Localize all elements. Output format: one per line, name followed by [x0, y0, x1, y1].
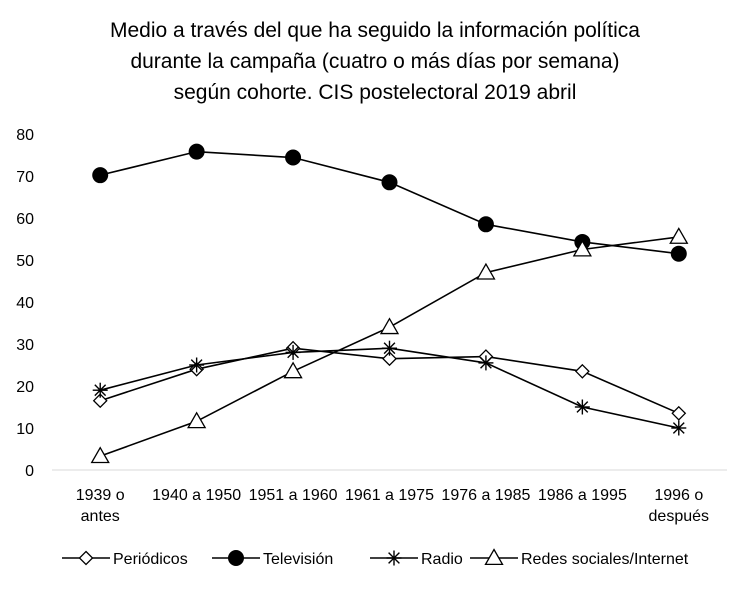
y-tick-label: 60: [16, 211, 34, 228]
x-tick-label: después: [649, 508, 710, 525]
x-tick-label: antes: [81, 508, 120, 525]
y-tick-label: 30: [16, 337, 34, 354]
data-point-redes-sociales-internet: [572, 239, 592, 257]
y-tick-label: 0: [25, 463, 34, 480]
x-tick-label: 1939 o: [76, 487, 125, 504]
data-point-redes-sociales-internet: [669, 227, 689, 244]
data-point-redes-sociales-internet: [379, 317, 400, 335]
legend-marker-periodicos: [78, 550, 94, 566]
data-point-radio: [382, 340, 397, 356]
y-tick-label: 70: [16, 169, 34, 186]
chart-title-line-2: durante la campaña (cuatro o más días po…: [130, 50, 619, 73]
x-tick-label: 1940 a 1950: [152, 487, 241, 504]
data-point-redes-sociales-internet: [283, 361, 303, 379]
y-tick-label: 10: [16, 421, 34, 438]
x-tick-label: 1976 a 1985: [441, 487, 530, 504]
x-axis-tick-labels: 1939 o antes 1940 a 1950 1951 a 1960 1961 a …: [76, 487, 709, 525]
data-point-radio: [189, 357, 205, 373]
data-point-television: [670, 245, 687, 262]
series-redes-sociales-internet: [90, 227, 689, 464]
chart-title-line-1: Medio a través del que ha seguido la inf…: [110, 19, 640, 42]
y-tick-label: 50: [16, 253, 34, 270]
data-point-television: [477, 216, 494, 233]
data-point-redes-sociales-internet: [187, 411, 207, 429]
data-point-television: [92, 167, 109, 184]
legend-item-television: Televisión: [212, 550, 333, 568]
data-point-periodicos: [574, 363, 590, 379]
data-point-redes-sociales-internet: [90, 446, 110, 464]
chart-title-line-3: según cohorte. CIS postelectoral 2019 ab…: [174, 81, 577, 104]
legend-label: Radio: [421, 551, 463, 568]
y-axis-tick-labels: 0 10 20 30 40 50 60 70 80: [16, 127, 34, 480]
x-tick-label: 1951 a 1960: [249, 487, 338, 504]
data-point-television: [381, 174, 398, 191]
legend-marker-redes-sociales-internet: [484, 548, 504, 566]
legend-label: Redes sociales/Internet: [521, 551, 689, 568]
data-point-television: [188, 143, 205, 160]
data-point-radio: [478, 355, 494, 371]
series-television: [92, 143, 687, 262]
data-point-periodicos: [92, 393, 108, 409]
y-tick-label: 40: [16, 295, 34, 312]
data-point-radio: [92, 382, 108, 398]
x-tick-label: 1996 o: [654, 487, 703, 504]
series-line-television: [100, 150, 679, 255]
data-point-redes-sociales-internet: [476, 262, 496, 280]
data-point-periodicos: [382, 351, 397, 367]
legend-item-periodicos: Periódicos: [62, 550, 188, 568]
x-tick-label: 1961 a 1975: [345, 487, 434, 504]
legend-item-radio: Radio: [370, 550, 463, 568]
series-radio: [92, 340, 687, 436]
data-point-radio: [285, 344, 301, 360]
data-point-periodicos: [671, 405, 687, 421]
legend-label: Periódicos: [113, 551, 188, 568]
legend-label: Televisión: [263, 551, 333, 568]
chart-title: Medio a través del que ha seguido la inf…: [110, 19, 640, 104]
legend-item-redes-sociales-internet: Redes sociales/Internet: [470, 548, 689, 568]
x-tick-label: 1986 a 1995: [538, 487, 627, 504]
y-tick-label: 20: [16, 379, 34, 396]
y-tick-label: 80: [16, 127, 34, 144]
data-point-radio: [574, 399, 590, 415]
legend: Periódicos Televisión Radio Redes sociales/…: [62, 548, 689, 568]
legend-marker-radio: [386, 550, 402, 566]
data-point-television: [285, 149, 302, 166]
legend-marker-television: [228, 550, 244, 566]
series-layer: [90, 143, 689, 464]
data-point-radio: [671, 420, 687, 436]
